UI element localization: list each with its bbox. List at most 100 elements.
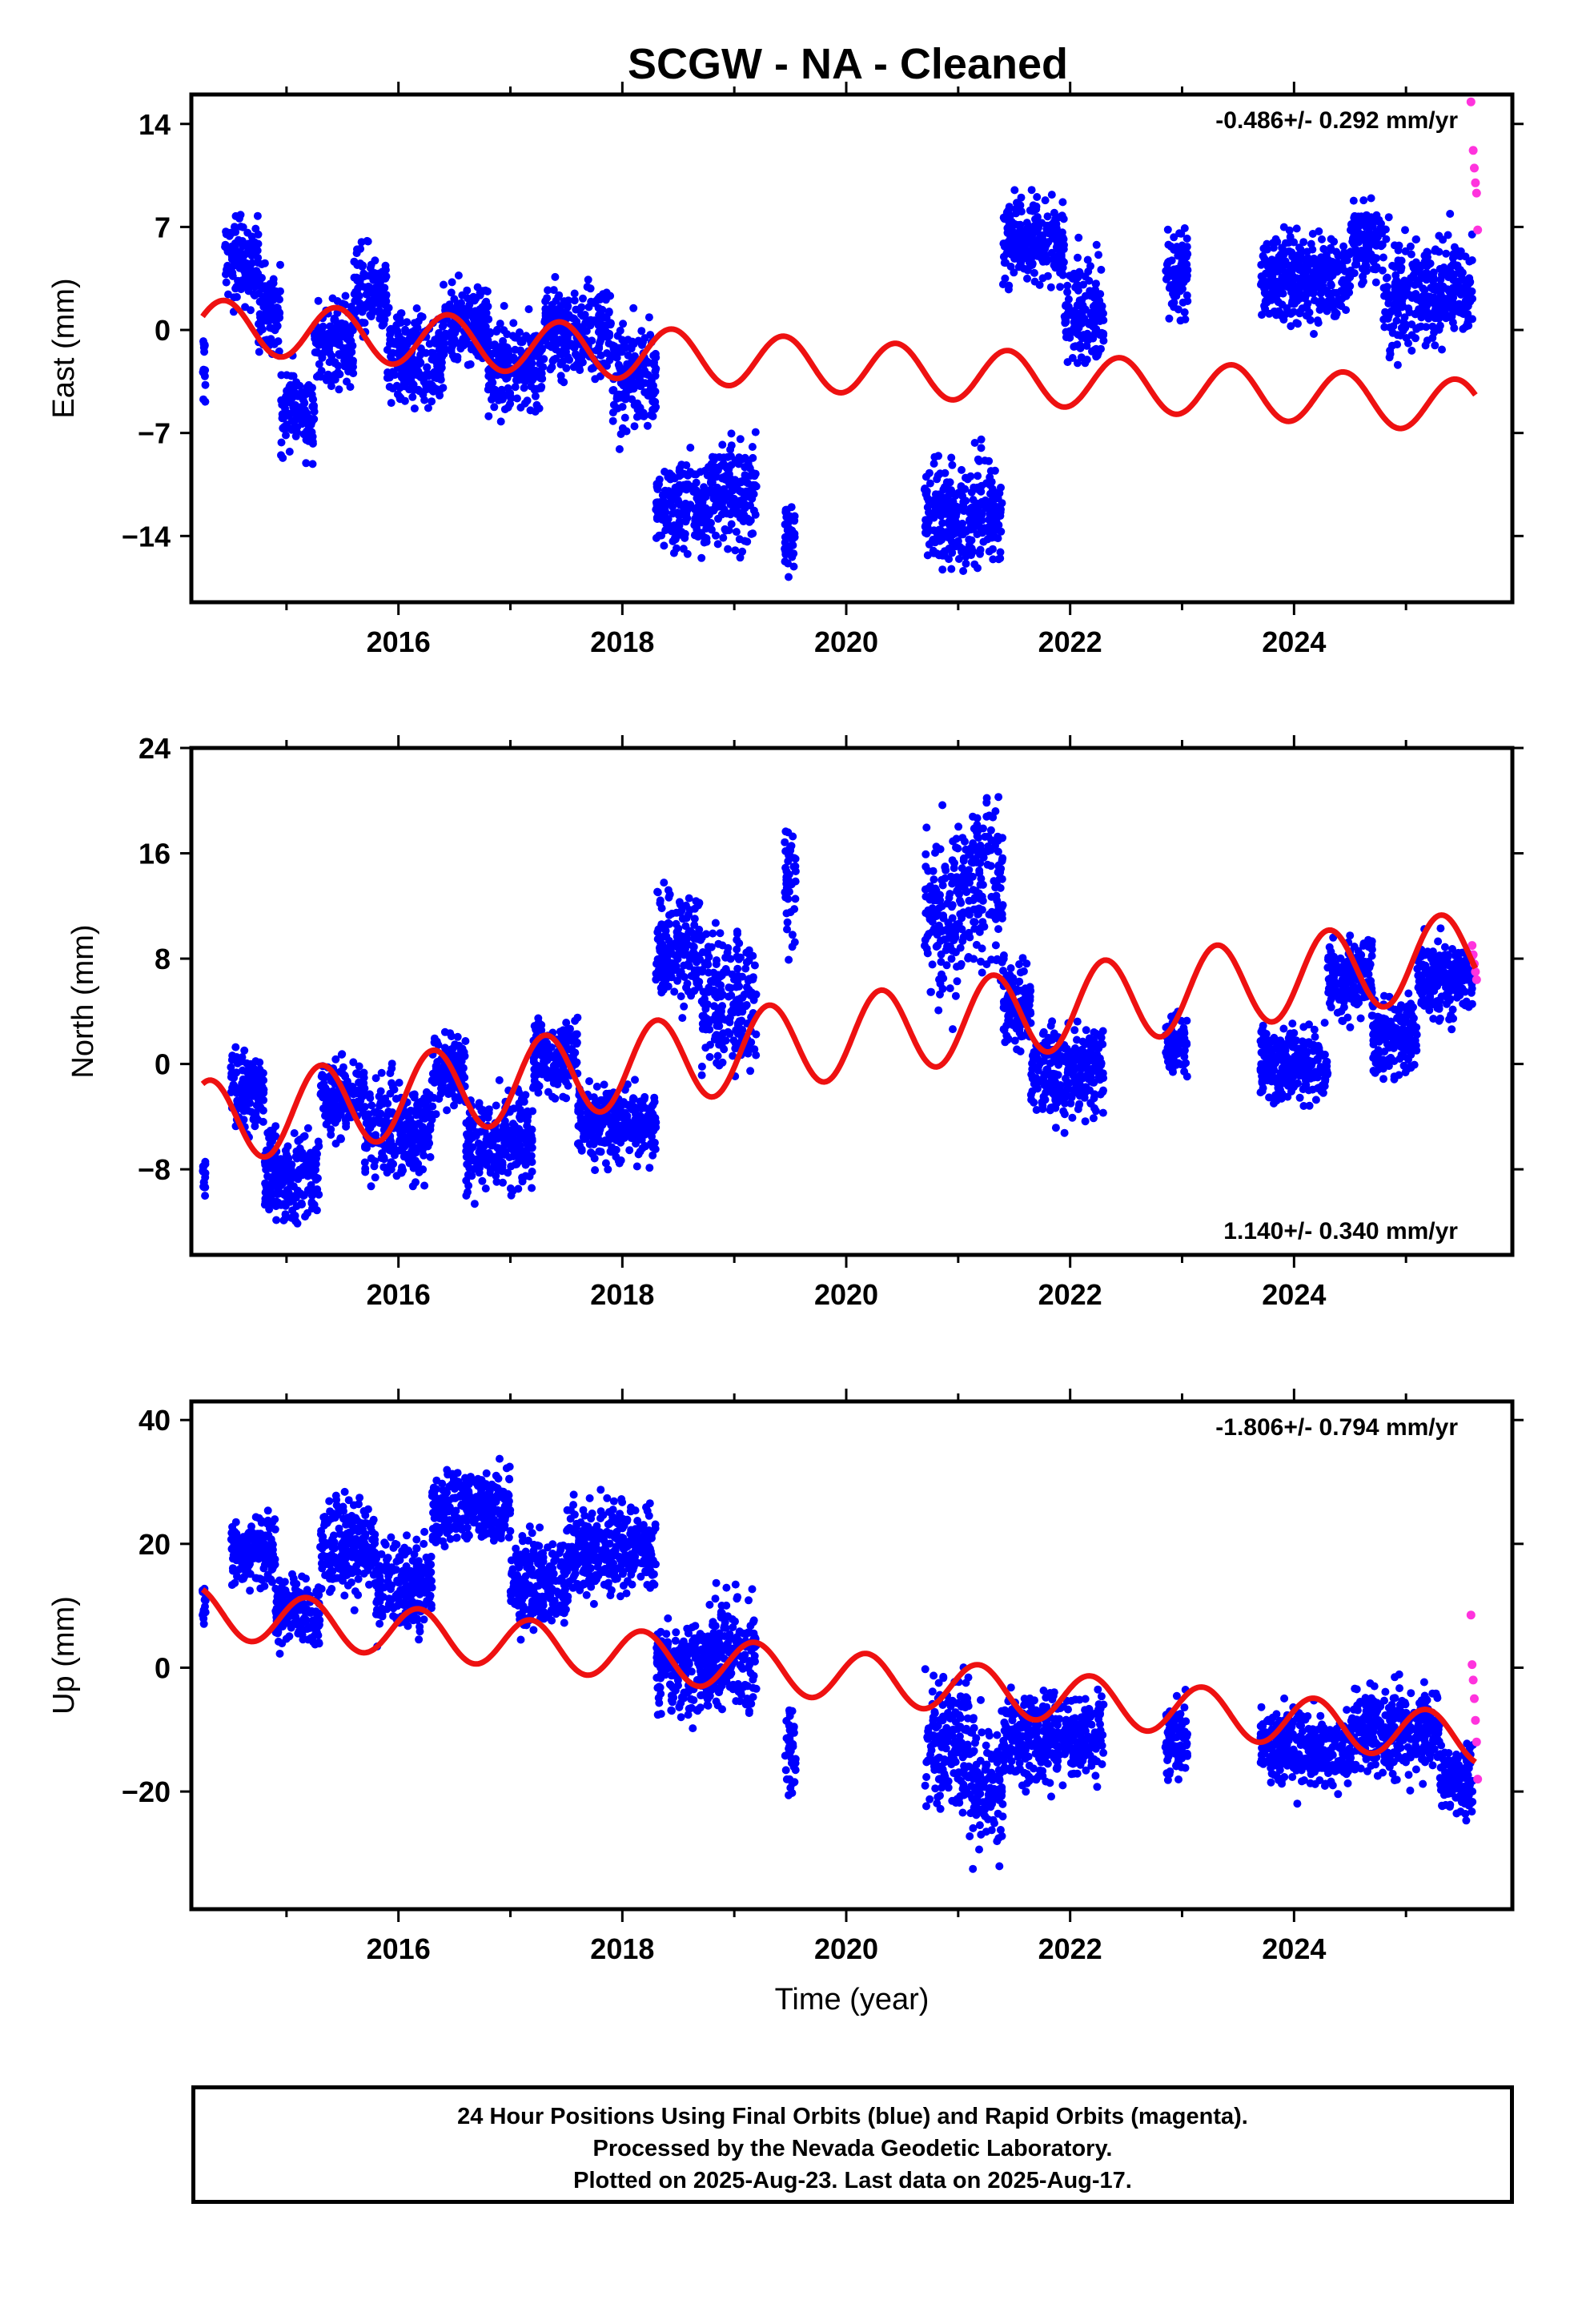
data-point	[632, 412, 641, 421]
data-point	[369, 275, 378, 284]
data-point	[388, 348, 397, 357]
data-point	[728, 484, 737, 493]
data-point	[1407, 274, 1415, 283]
data-point	[201, 380, 210, 389]
data-point	[1003, 245, 1012, 254]
data-point	[1273, 287, 1282, 296]
data-point	[1308, 230, 1317, 238]
data-point	[958, 492, 966, 501]
data-point	[239, 1066, 247, 1075]
data-point	[1267, 282, 1276, 291]
data-point	[495, 1076, 504, 1084]
data-point	[305, 414, 314, 423]
data-point	[305, 431, 314, 440]
data-point	[1320, 303, 1329, 312]
data-point	[615, 444, 624, 453]
data-point	[335, 385, 343, 394]
data-point	[503, 330, 512, 339]
data-point	[327, 1112, 335, 1120]
data-point	[1310, 330, 1318, 338]
data-point	[566, 1024, 574, 1033]
data-point	[528, 1184, 536, 1192]
data-point	[559, 1073, 568, 1082]
data-point	[199, 395, 207, 404]
data-point	[421, 348, 430, 357]
data-point	[1345, 288, 1354, 297]
data-point	[1391, 241, 1399, 250]
data-point	[410, 370, 418, 379]
data-point	[302, 459, 311, 468]
data-point	[319, 1104, 327, 1113]
data-point	[552, 1049, 561, 1058]
data-point	[647, 384, 656, 393]
data-point	[1301, 255, 1310, 263]
data-point	[447, 347, 456, 356]
data-point	[1324, 290, 1333, 299]
data-point	[595, 344, 604, 353]
data-point	[1327, 235, 1335, 243]
data-point	[1169, 288, 1178, 297]
data-point	[387, 399, 396, 408]
data-point	[1450, 324, 1459, 332]
data-point	[311, 1145, 320, 1154]
data-point	[564, 1081, 572, 1090]
data-point	[346, 383, 355, 392]
data-point	[1309, 286, 1318, 295]
data-point	[375, 306, 383, 315]
data-point	[422, 385, 430, 394]
data-point	[1262, 290, 1271, 299]
data-point	[497, 395, 506, 404]
data-point	[1017, 258, 1026, 267]
data-point	[445, 300, 454, 309]
data-point	[612, 394, 621, 403]
data-point	[970, 439, 979, 447]
data-point	[534, 1088, 543, 1097]
data-point	[223, 261, 232, 270]
y-tick-label: 0	[155, 314, 171, 347]
data-point	[236, 211, 245, 219]
data-point	[726, 510, 735, 519]
data-point	[1431, 302, 1440, 311]
data-point	[1355, 250, 1364, 259]
data-point	[1180, 224, 1189, 232]
data-point	[724, 545, 733, 553]
data-point	[974, 472, 982, 480]
data-point	[340, 356, 349, 365]
y-tick-label: −7	[138, 417, 171, 450]
data-point	[484, 412, 493, 420]
data-point	[752, 482, 761, 491]
x-tick-label: 2020	[814, 625, 878, 658]
data-point	[1058, 271, 1067, 279]
data-point	[652, 513, 661, 522]
data-point	[1000, 259, 1009, 267]
data-point	[973, 485, 982, 493]
data-point	[334, 361, 343, 370]
data-point	[552, 337, 561, 346]
data-point	[420, 396, 429, 404]
data-point	[1315, 227, 1323, 235]
data-point	[1314, 319, 1323, 328]
data-point	[341, 292, 350, 300]
data-point	[1358, 264, 1367, 273]
data-point	[416, 1130, 425, 1139]
data-point	[481, 299, 489, 308]
data-point	[496, 355, 505, 363]
data-point	[570, 296, 579, 305]
data-point	[256, 320, 265, 328]
data-point	[608, 408, 617, 417]
data-point	[297, 1200, 306, 1208]
data-point	[709, 506, 718, 515]
data-point	[1379, 253, 1387, 262]
data-point	[559, 1092, 568, 1101]
data-point	[363, 236, 371, 245]
data-point	[530, 1072, 539, 1080]
data-point	[279, 1216, 288, 1224]
data-point	[364, 1124, 373, 1133]
data-point	[1263, 239, 1271, 248]
data-point	[719, 493, 727, 502]
data-point	[697, 553, 706, 562]
data-point	[239, 1102, 247, 1111]
data-point	[640, 334, 649, 343]
data-point	[371, 1074, 380, 1083]
data-point	[579, 312, 587, 320]
